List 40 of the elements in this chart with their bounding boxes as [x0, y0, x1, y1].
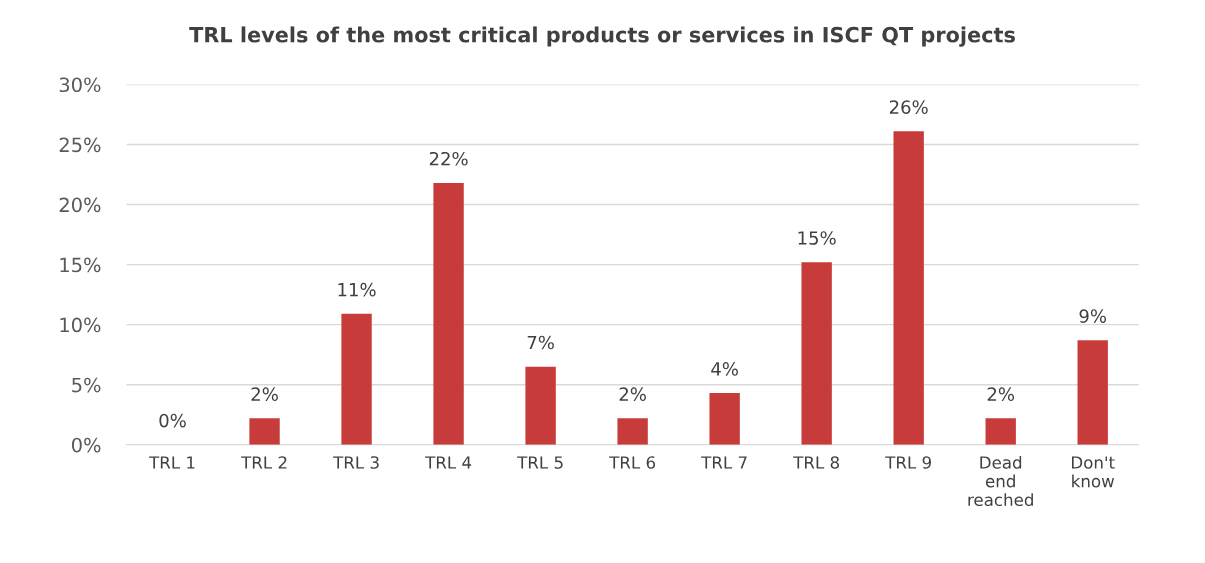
y-tick-label: 25%	[59, 137, 101, 153]
x-tick-label: TRL 9	[885, 456, 931, 469]
bar	[341, 313, 372, 445]
x-tick-label: Don't know	[1072, 456, 1115, 488]
y-tick-label: 10%	[60, 317, 101, 333]
data-label: 4%	[711, 362, 738, 376]
x-tick-label: TRL 6	[609, 456, 656, 469]
y-tick-label: 20%	[59, 197, 101, 213]
bar	[801, 262, 832, 445]
bar	[893, 131, 924, 445]
data-label: 11%	[338, 282, 376, 297]
bar	[709, 393, 740, 445]
data-label: 9%	[1079, 309, 1107, 323]
data-label: 0%	[159, 413, 186, 428]
x-tick-label: TRL 3	[333, 456, 379, 469]
data-label: 22%	[429, 151, 468, 166]
data-label: 2%	[251, 387, 278, 401]
x-tick-label: Dead end reached	[968, 455, 1033, 507]
data-label: 7%	[527, 335, 554, 350]
bar	[985, 418, 1016, 445]
y-tick-label: 15%	[60, 257, 101, 273]
data-label: 2%	[619, 387, 646, 401]
x-tick-label: TRL 7	[701, 456, 747, 469]
x-tick-label: TRL 8	[793, 456, 839, 469]
x-tick-label: TRL 4	[425, 456, 472, 469]
data-label: 26%	[889, 100, 928, 114]
bar	[433, 182, 464, 445]
chart-title: TRL levels of the most critical products or services in ISCF QT projects	[189, 26, 1015, 47]
data-label: 15%	[798, 231, 836, 245]
y-tick-label: 30%	[59, 77, 101, 93]
bar	[525, 366, 556, 445]
bar	[617, 418, 648, 445]
bar	[249, 418, 280, 445]
x-tick-label: TRL 5	[517, 456, 563, 469]
data-label: 2%	[987, 387, 1015, 401]
bar	[1077, 340, 1108, 445]
y-tick-label: 0%	[71, 437, 101, 453]
x-tick-label: TRL 2	[241, 456, 287, 469]
y-tick-label: 5%	[72, 377, 101, 393]
x-tick-label: TRL 1	[149, 456, 195, 469]
